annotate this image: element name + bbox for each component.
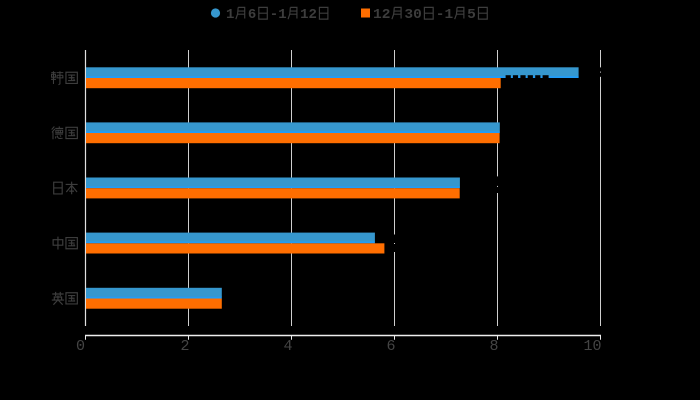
svg-text:30: 30: [404, 7, 421, 23]
svg-text:5: 5: [467, 7, 476, 23]
svg-text:-: -: [436, 7, 445, 23]
svg-text:0: 0: [76, 338, 85, 355]
svg-text:-: -: [270, 7, 278, 23]
svg-text:6: 6: [386, 338, 395, 355]
svg-text:12: 12: [373, 7, 390, 23]
svg-text:12: 12: [300, 7, 317, 23]
svg-text:1: 1: [444, 7, 453, 23]
svg-text:8: 8: [489, 338, 498, 355]
svg-text:1: 1: [278, 7, 286, 23]
svg-text:4: 4: [283, 338, 292, 355]
svg-text:2: 2: [180, 338, 189, 355]
svg-text:1: 1: [226, 7, 234, 23]
svg-text:10: 10: [583, 338, 601, 355]
svg-text:6: 6: [248, 7, 256, 23]
